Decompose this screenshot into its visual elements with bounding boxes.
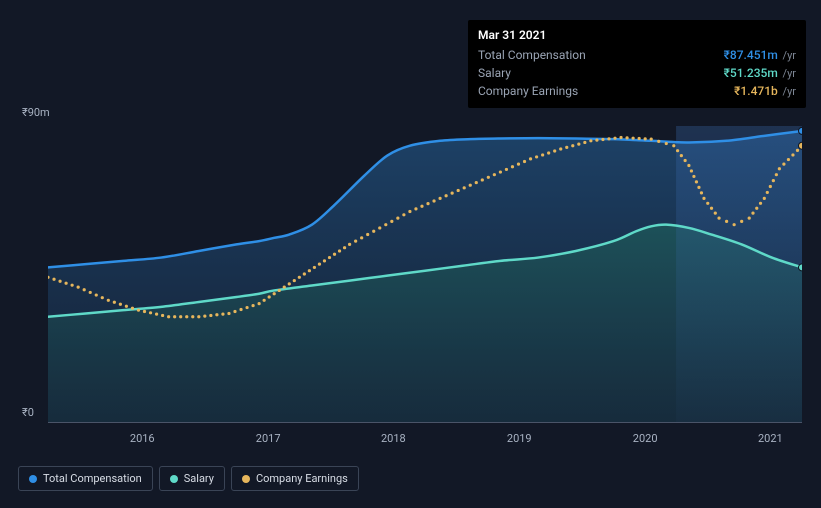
tooltip-row-label: Company Earnings [478,84,578,98]
x-axis-label: 2019 [507,432,532,445]
legend-dot-icon [242,475,250,483]
legend-item[interactable]: Salary [159,466,225,491]
x-axis-label: 2016 [130,432,155,445]
legend-item-label: Salary [184,472,214,485]
legend-item[interactable]: Company Earnings [231,466,359,491]
tooltip-row-label: Total Compensation [478,48,586,62]
tooltip-row-suffix: /yr [780,67,796,80]
legend-item[interactable]: Total Compensation [18,466,153,491]
tooltip-row: Company Earnings ₹1.471b /yr [478,82,796,100]
x-axis-label: 2018 [381,432,406,445]
series-end-marker-salary [799,264,803,271]
tooltip-row-label: Salary [478,66,511,80]
chart-tooltip: Mar 31 2021 Total Compensation ₹87.451m /… [468,20,806,108]
tooltip-row-value-wrap: ₹87.451m /yr [724,48,796,62]
x-axis-label: 2020 [633,432,658,445]
tooltip-row: Salary ₹51.235m /yr [478,64,796,82]
compensation-chart: Mar 31 2021 Total Compensation ₹87.451m /… [0,0,821,508]
highlight-band [676,126,802,422]
tooltip-row-value: ₹87.451m [724,48,778,62]
chart-legend: Total Compensation Salary Company Earnings [18,466,359,491]
tooltip-row-value: ₹51.235m [724,66,778,80]
x-axis-label: 2021 [758,432,783,445]
tooltip-row-value-wrap: ₹51.235m /yr [724,66,796,80]
series-end-marker-earnings [799,142,803,149]
plot-area[interactable] [48,126,802,422]
legend-dot-icon [29,475,37,483]
legend-dot-icon [170,475,178,483]
tooltip-row-value: ₹1.471b [734,84,778,98]
tooltip-row: Total Compensation ₹87.451m /yr [478,46,796,64]
tooltip-row-suffix: /yr [780,49,796,62]
y-axis-max-label: ₹90m [22,106,50,119]
x-axis-label: 2017 [256,432,281,445]
legend-item-label: Company Earnings [256,472,348,485]
tooltip-row-suffix: /yr [780,85,796,98]
series-end-marker-total_comp [799,127,803,134]
tooltip-row-value-wrap: ₹1.471b /yr [734,84,796,98]
x-axis-baseline [48,422,802,423]
legend-item-label: Total Compensation [43,472,142,485]
y-axis-min-label: ₹0 [22,406,34,419]
tooltip-date: Mar 31 2021 [478,28,796,42]
